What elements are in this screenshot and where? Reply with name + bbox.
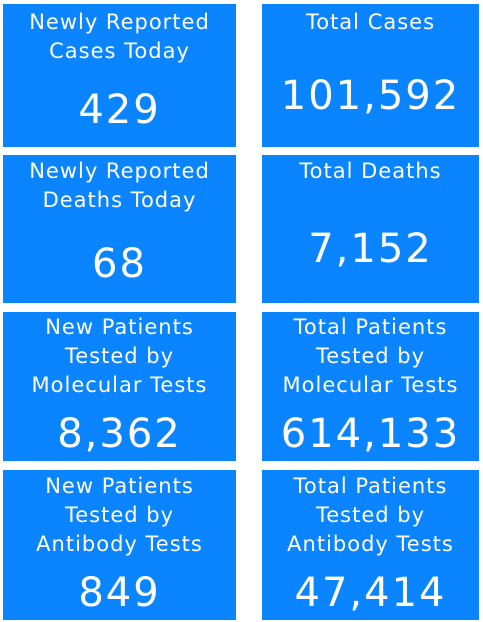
tile-label-line: Antibody Tests (287, 532, 454, 556)
tile-label-line: Molecular Tests (31, 373, 208, 397)
tile-value: 8,362 (57, 411, 182, 457)
tile-value: 429 (78, 87, 161, 133)
tile-label-line: Tested by (64, 503, 175, 527)
tile-label-line: Cases Today (49, 39, 190, 63)
tile-value: 68 (92, 241, 147, 287)
tile-label-line: Molecular Tests (282, 373, 459, 397)
tile-label: Newly Reported Deaths Today (3, 157, 236, 215)
tile-total-patients-molecular: Total Patients Tested by Molecular Tests… (262, 312, 479, 461)
tile-label: Total Deaths (262, 157, 479, 186)
tile-total-deaths: Total Deaths 7,152 (262, 155, 479, 303)
tile-label-line: Antibody Tests (36, 532, 203, 556)
tile-newly-reported-deaths: Newly Reported Deaths Today 68 (3, 155, 236, 303)
tile-label-line: Total Patients (293, 474, 448, 498)
tile-total-patients-antibody: Total Patients Tested by Antibody Tests … (262, 470, 479, 620)
tile-value: 47,414 (294, 570, 447, 616)
tile-label-line: Total Patients (293, 315, 448, 339)
tile-label-line: Tested by (64, 344, 175, 368)
tile-label: Total Cases (262, 8, 479, 37)
tile-label: Total Patients Tested by Molecular Tests (262, 313, 479, 400)
tile-new-patients-antibody: New Patients Tested by Antibody Tests 84… (3, 470, 236, 620)
tile-value: 849 (78, 570, 161, 616)
tile-label-line: New Patients (45, 474, 194, 498)
tile-label-line: Tested by (315, 344, 426, 368)
tile-new-patients-molecular: New Patients Tested by Molecular Tests 8… (3, 312, 236, 461)
tile-newly-reported-cases: Newly Reported Cases Today 429 (3, 4, 236, 147)
tile-label-line: Total Cases (305, 10, 436, 34)
tile-total-cases: Total Cases 101,592 (262, 4, 479, 147)
tile-value: 7,152 (308, 226, 433, 272)
tile-label: New Patients Tested by Molecular Tests (3, 313, 236, 400)
tile-label-line: Total Deaths (299, 159, 442, 183)
tile-value: 614,133 (280, 411, 461, 457)
tile-label: Total Patients Tested by Antibody Tests (262, 472, 479, 559)
tile-value: 101,592 (280, 73, 461, 119)
tile-label-line: Newly Reported (29, 10, 210, 34)
tile-label-line: Deaths Today (42, 188, 197, 212)
tile-label: Newly Reported Cases Today (3, 8, 236, 66)
tile-label-line: Newly Reported (29, 159, 210, 183)
tile-label-line: Tested by (315, 503, 426, 527)
tile-label: New Patients Tested by Antibody Tests (3, 472, 236, 559)
tile-label-line: New Patients (45, 315, 194, 339)
